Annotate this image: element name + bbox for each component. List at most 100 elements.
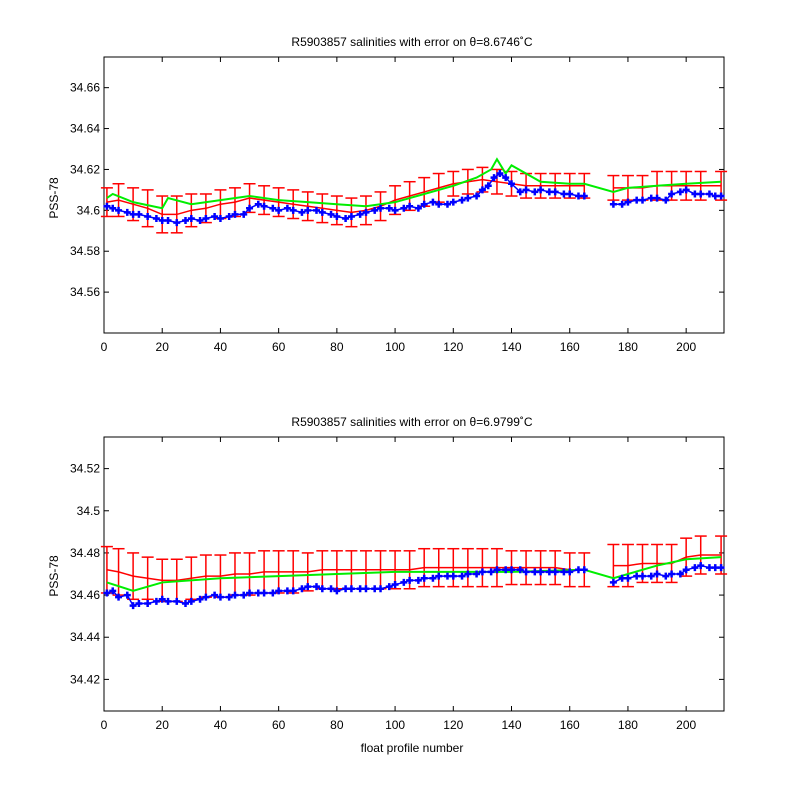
float-salinity-point [691,564,699,572]
float-salinity-point [414,576,422,584]
x-tick-label: 200 [676,718,696,732]
float-salinity-point [304,583,312,591]
float-salinity-point [158,595,166,603]
float-salinity-point [638,196,646,204]
float-salinity-point [225,593,233,601]
float-salinity-point [624,198,632,206]
x-tick-label: 100 [385,718,405,732]
float-salinity-point [333,212,341,220]
float-salinity-point [164,597,172,605]
float-salinity-point [662,196,670,204]
float-salinity-point [449,572,457,580]
x-tick-label: 40 [214,718,228,732]
float-salinity-point [516,188,524,196]
x-tick-label: 200 [676,340,696,354]
float-salinity-point [400,578,408,586]
float-salinity-point [103,202,111,210]
float-salinity-point [391,581,399,589]
float-salinity-point [697,562,705,570]
float-salinity-point [566,568,574,576]
float-salinity-point [478,186,486,194]
float-salinity-point [275,206,283,214]
float-salinity-point [473,570,481,578]
float-salinity-point [464,570,472,578]
float-salinity-point [240,591,248,599]
float-salinity-point [269,204,277,212]
x-tick-label: 160 [560,340,580,354]
float-salinity-point [537,568,545,576]
float-salinity-point [662,572,670,580]
y-tick-label: 34.46 [70,588,100,602]
float-salinity-point [211,212,219,220]
float-salinity-point [478,568,486,576]
float-salinity-point [551,188,559,196]
float-salinity-point [109,204,117,212]
x-tick-label: 120 [443,718,463,732]
float-salinity-point [202,215,210,223]
float-salinity-point [182,600,190,608]
float-salinity-point [312,583,320,591]
float-salinity-point [103,589,111,597]
float-salinity-point [129,602,137,610]
float-salinity-point [458,196,466,204]
float-salinity-point [304,206,312,214]
float-salinity-point [473,192,481,200]
float-salinity-point [202,593,210,601]
float-salinity-point [362,208,370,216]
float-salinity-point [638,572,646,580]
float-salinity-point [356,210,364,218]
float-salinity-point [406,576,414,584]
y-tick-label: 34.52 [70,462,100,476]
chart-title: R5903857 salinities with error on θ=8.67… [291,35,532,49]
float-salinity-point [609,200,617,208]
y-tick-label: 34.42 [70,672,100,686]
x-tick-label: 60 [272,718,286,732]
float-salinity-point [216,593,224,601]
y-tick-label: 34.5 [77,504,101,518]
float-salinity-point [551,568,559,576]
y-tick-label: 34.48 [70,546,100,560]
float-salinity-point [173,219,181,227]
y-tick-label: 34.58 [70,244,100,258]
float-salinity-point [289,206,297,214]
x-tick-label: 180 [618,340,638,354]
float-salinity-point [490,174,498,182]
float-salinity-point [123,208,131,216]
x-axis-label: float profile number [361,741,464,755]
float-salinity-point [435,572,443,580]
float-salinity-point [144,212,152,220]
float-salinity-point [115,206,123,214]
float-salinity-point [318,585,326,593]
float-salinity-point [240,210,248,218]
float-salinity-point [676,570,684,578]
float-salinity-point [653,194,661,202]
float-salinity-point [647,572,655,580]
float-salinity-point [254,200,262,208]
float-salinity-point [435,200,443,208]
x-tick-label: 140 [501,340,521,354]
float-salinity-point [484,182,492,190]
float-salinity-point [196,595,204,603]
chart-title: R5903857 salinities with error on θ=6.97… [291,415,532,429]
float-salinity-point [196,217,204,225]
float-salinity-point [371,206,379,214]
float-salinity-point [717,564,725,572]
float-salinity-point [246,589,254,597]
float-salinity-point [333,587,341,595]
y-tick-label: 34.44 [70,630,100,644]
float-salinity-point [173,597,181,605]
bottom-salinity-panel: R5903857 salinities with error on θ=6.97… [47,415,728,755]
float-salinity-point [115,593,123,601]
x-tick-label: 0 [101,340,108,354]
float-salinity-point [312,206,320,214]
float-salinity-point [653,570,661,578]
float-salinity-point [697,190,705,198]
float-salinity-point [260,202,268,210]
y-tick-label: 34.64 [70,122,100,136]
x-tick-label: 100 [385,340,405,354]
x-tick-label: 0 [101,718,108,732]
float-salinity-point [676,188,684,196]
float-salinity-point [682,566,690,574]
float-salinity-point [289,587,297,595]
float-salinity-point [420,574,428,582]
